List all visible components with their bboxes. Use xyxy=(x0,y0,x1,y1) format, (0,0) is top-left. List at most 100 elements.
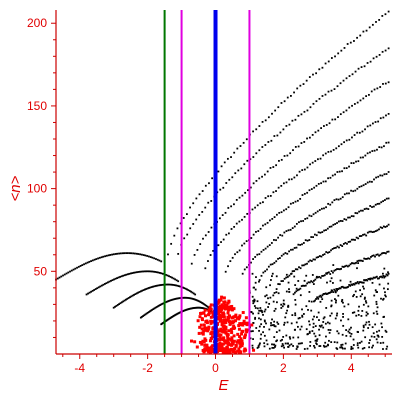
data-point xyxy=(332,282,334,284)
data-point xyxy=(383,315,385,318)
data-point xyxy=(186,308,189,311)
data-point xyxy=(340,49,343,52)
data-point xyxy=(329,176,332,179)
data-point xyxy=(195,306,198,309)
data-point xyxy=(290,248,292,251)
data-point xyxy=(258,317,260,320)
data-point xyxy=(267,141,270,143)
data-point xyxy=(330,150,332,153)
data-point xyxy=(280,303,283,306)
data-point xyxy=(290,272,293,275)
data-point xyxy=(304,263,307,266)
data-point xyxy=(318,328,320,331)
data-point xyxy=(309,341,312,343)
data-point xyxy=(341,333,344,336)
data-point xyxy=(79,265,82,267)
data-point xyxy=(314,335,317,338)
data-point xyxy=(275,239,277,242)
data-point xyxy=(299,84,302,87)
data-point xyxy=(105,254,108,257)
data-point xyxy=(236,251,239,254)
data-point xyxy=(376,229,379,232)
data-point xyxy=(292,202,295,204)
data-point xyxy=(336,222,338,224)
data-point xyxy=(312,236,314,239)
data-point xyxy=(300,220,302,223)
data-point xyxy=(383,287,385,290)
data-point xyxy=(167,253,169,256)
data-point xyxy=(362,30,365,33)
data-point xyxy=(166,318,169,321)
data-point xyxy=(377,335,380,338)
data-point xyxy=(337,268,340,270)
data-point xyxy=(312,258,315,261)
data-point xyxy=(190,290,192,293)
data-point xyxy=(230,205,233,208)
data-point xyxy=(204,184,207,187)
data-point xyxy=(352,238,355,241)
data-point xyxy=(208,350,212,354)
data-point xyxy=(306,166,309,169)
data-point xyxy=(270,242,273,244)
data-point xyxy=(125,252,128,255)
data-point xyxy=(112,306,115,309)
data-point xyxy=(309,344,312,347)
data-point xyxy=(330,291,332,294)
data-point xyxy=(229,328,233,332)
data-point xyxy=(339,287,342,290)
data-point xyxy=(171,316,173,318)
data-point xyxy=(296,174,298,177)
data-point xyxy=(262,201,264,204)
data-point xyxy=(114,253,117,255)
data-point xyxy=(243,242,246,245)
data-point xyxy=(220,314,224,318)
data-point xyxy=(301,314,304,317)
data-point xyxy=(226,157,229,160)
data-point xyxy=(387,197,390,200)
data-point xyxy=(384,295,387,298)
data-point xyxy=(201,301,203,304)
data-point xyxy=(320,296,323,298)
data-point xyxy=(360,259,363,262)
data-point xyxy=(258,329,260,332)
data-point xyxy=(198,193,201,196)
data-point xyxy=(241,311,245,315)
data-point xyxy=(341,265,344,268)
data-point xyxy=(186,233,189,236)
data-point xyxy=(329,314,332,317)
data-point xyxy=(328,251,331,253)
data-point xyxy=(313,332,316,335)
data-point xyxy=(381,15,384,17)
data-point xyxy=(334,268,337,271)
data-point xyxy=(210,200,213,202)
data-point xyxy=(360,185,363,188)
data-point xyxy=(345,329,348,331)
data-point xyxy=(335,198,338,201)
data-point xyxy=(281,234,284,237)
data-point xyxy=(222,328,226,332)
data-point xyxy=(356,260,359,263)
data-point xyxy=(365,95,368,98)
data-point xyxy=(288,250,291,253)
data-point xyxy=(306,137,308,140)
data-point xyxy=(343,167,346,170)
data-point xyxy=(177,280,180,283)
data-point xyxy=(283,323,285,326)
data-point xyxy=(165,283,168,286)
data-point xyxy=(308,136,311,139)
data-point xyxy=(221,342,225,346)
data-point xyxy=(371,231,374,234)
data-point xyxy=(197,306,200,309)
data-point xyxy=(205,321,209,325)
data-point xyxy=(350,215,353,218)
data-point xyxy=(154,306,157,309)
data-point xyxy=(224,325,228,329)
data-point xyxy=(206,346,210,350)
data-point xyxy=(309,259,312,262)
data-point xyxy=(319,345,322,347)
data-point xyxy=(387,81,390,84)
data-point xyxy=(358,235,361,238)
data-point xyxy=(369,339,371,342)
data-point xyxy=(334,173,336,176)
data-point xyxy=(178,311,181,314)
